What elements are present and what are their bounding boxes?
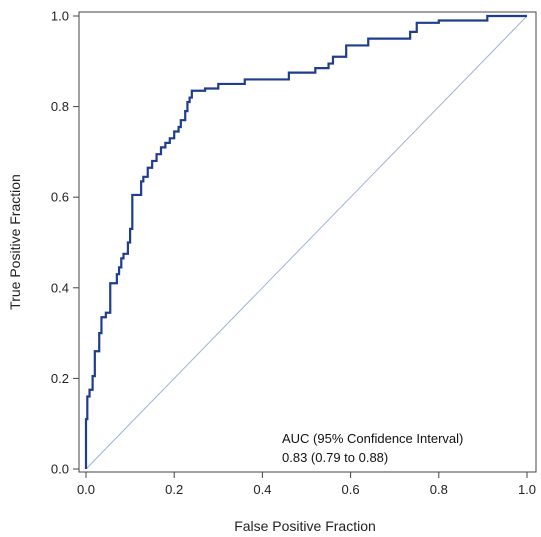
y-tick-label: 0.2 bbox=[51, 371, 69, 386]
x-tick-label: 0.8 bbox=[430, 482, 448, 497]
plot-frame bbox=[78, 11, 537, 473]
y-tick-label: 0.6 bbox=[51, 190, 69, 205]
y-tick-label: 0.0 bbox=[51, 462, 69, 477]
reference-diagonal bbox=[85, 15, 528, 470]
x-tick-label: 0.4 bbox=[253, 482, 271, 497]
x-tick-label: 0.2 bbox=[165, 482, 183, 497]
axis-ticks: 0.0 0.2 0.4 0.6 0.8 1.0 0.0 0.2 0.4 0.6 0.8 1.0 bbox=[51, 9, 536, 498]
y-tick-label: 1.0 bbox=[51, 9, 69, 24]
auc-label: AUC (95% Confidence Interval) bbox=[282, 431, 463, 446]
x-tick-label: 0.6 bbox=[342, 482, 360, 497]
y-tick-label: 0.4 bbox=[51, 280, 69, 295]
y-axis-title: True Positive Fraction bbox=[7, 174, 23, 310]
y-tick-label: 0.8 bbox=[51, 99, 69, 114]
x-tick-label: 0.0 bbox=[77, 482, 95, 497]
roc-curve bbox=[84, 14, 527, 469]
x-tick-label: 1.0 bbox=[518, 482, 536, 497]
auc-value: 0.83 (0.79 to 0.88) bbox=[282, 450, 388, 465]
x-axis-title: False Positive Fraction bbox=[234, 518, 376, 534]
